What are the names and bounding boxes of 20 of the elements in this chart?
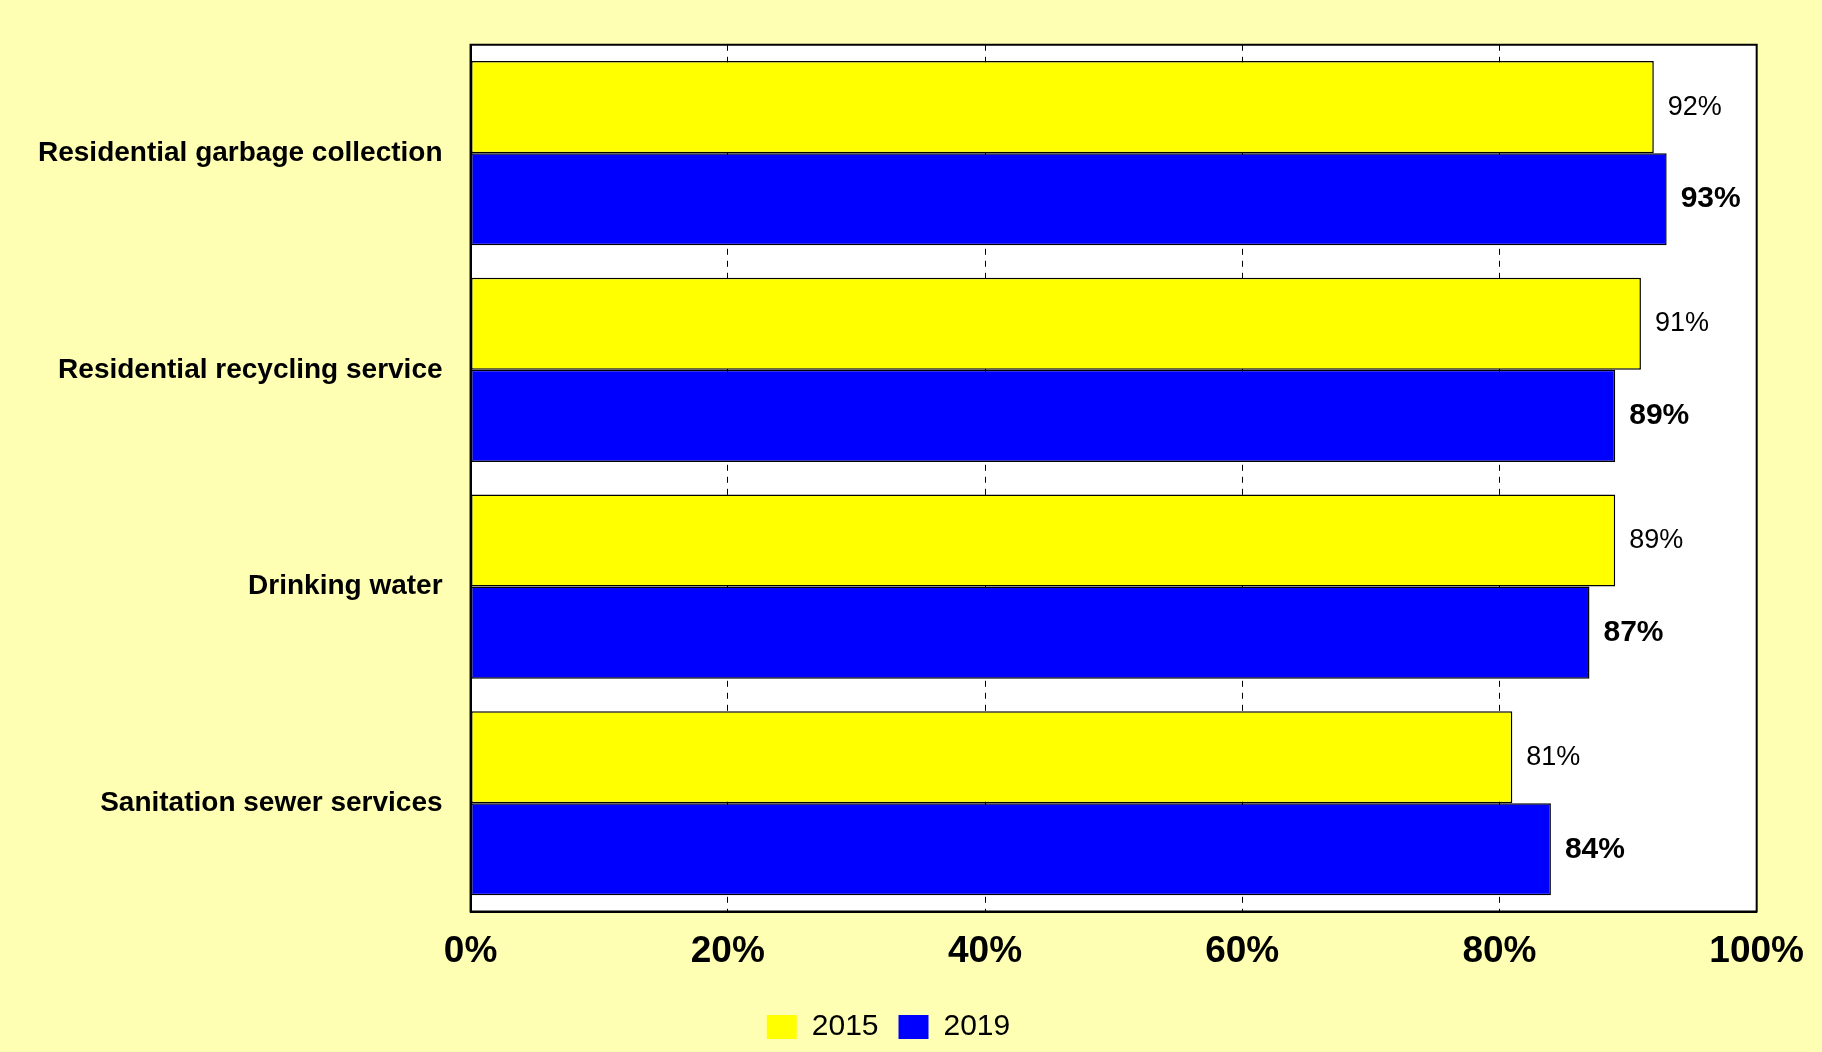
x-tick-label: 60% xyxy=(1205,929,1280,970)
data-label: 89% xyxy=(1629,523,1684,554)
y-tick-label: Residential recycling service xyxy=(58,352,443,384)
data-label: 84% xyxy=(1564,830,1625,864)
y-tick-label: Sanitation sewer services xyxy=(100,785,443,817)
y-tick-label: Residential garbage collection xyxy=(37,135,443,167)
data-label: 92% xyxy=(1667,90,1722,121)
x-tick-label: 100% xyxy=(1709,929,1804,970)
data-label: 91% xyxy=(1654,307,1709,338)
data-label: 87% xyxy=(1603,613,1664,647)
data-label: 81% xyxy=(1526,740,1581,771)
x-tick-label: 40% xyxy=(947,929,1023,970)
y-tick-label: Drinking water xyxy=(248,569,443,601)
legend-label: 2015 xyxy=(811,1008,879,1042)
x-tick-label: 80% xyxy=(1462,929,1537,970)
x-tick-label: 20% xyxy=(690,929,765,970)
data-label: 93% xyxy=(1680,180,1741,214)
legend-label: 2019 xyxy=(943,1008,1011,1042)
data-label: 89% xyxy=(1629,397,1690,431)
x-tick-label: 0% xyxy=(443,929,498,970)
